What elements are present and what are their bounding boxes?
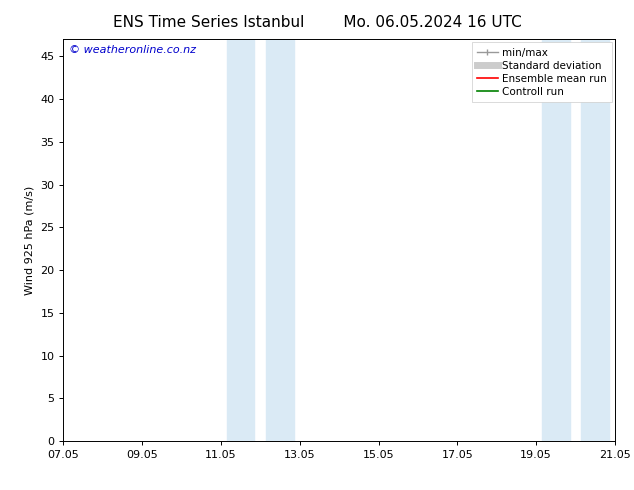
Bar: [227, 39, 254, 441]
Text: © weatheronline.co.nz: © weatheronline.co.nz: [69, 45, 196, 55]
Y-axis label: Wind 925 hPa (m/s): Wind 925 hPa (m/s): [25, 186, 35, 294]
Legend: min/max, Standard deviation, Ensemble mean run, Controll run: min/max, Standard deviation, Ensemble me…: [472, 42, 612, 102]
Text: ENS Time Series Istanbul        Mo. 06.05.2024 16 UTC: ENS Time Series Istanbul Mo. 06.05.2024 …: [113, 15, 521, 30]
Bar: [581, 39, 609, 441]
Bar: [266, 39, 294, 441]
Bar: [542, 39, 570, 441]
